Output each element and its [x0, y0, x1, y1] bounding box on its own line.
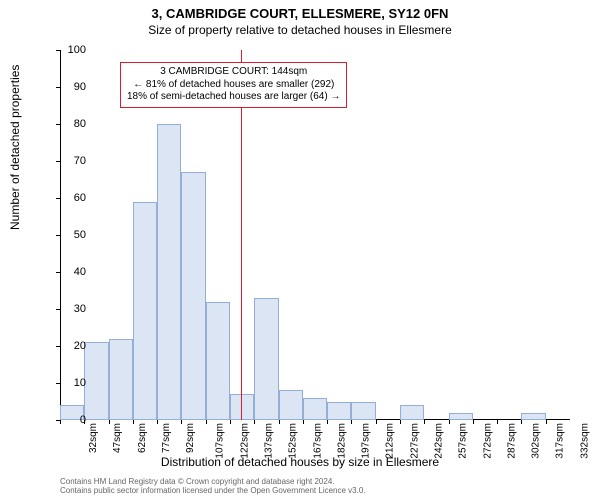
histogram-bar	[181, 172, 205, 420]
histogram-bar	[303, 398, 327, 420]
histogram-bar	[327, 402, 351, 421]
histogram-bar	[157, 124, 181, 420]
histogram-bar	[351, 402, 375, 421]
x-tick-mark	[449, 420, 450, 424]
histogram-bar	[449, 413, 473, 420]
x-tick-mark	[424, 420, 425, 424]
chart-container: 3, CAMBRIDGE COURT, ELLESMERE, SY12 0FN …	[0, 0, 600, 500]
x-tick-label: 167sqm	[312, 423, 323, 459]
x-tick-label: 197sqm	[361, 423, 372, 459]
y-tick-label: 20	[56, 340, 86, 352]
x-tick-label: 107sqm	[215, 423, 226, 459]
y-tick-label: 30	[56, 303, 86, 315]
x-tick-mark	[546, 420, 547, 424]
x-tick-mark	[400, 420, 401, 424]
x-tick-mark	[327, 420, 328, 424]
y-tick-mark	[56, 87, 60, 88]
y-tick-mark	[56, 346, 60, 347]
y-tick-mark	[56, 272, 60, 273]
footer-line2: Contains public sector information licen…	[60, 486, 366, 496]
chart-title-main: 3, CAMBRIDGE COURT, ELLESMERE, SY12 0FN	[0, 0, 600, 21]
x-tick-mark	[351, 420, 352, 424]
plot-area: 3 CAMBRIDGE COURT: 144sqm ← 81% of detac…	[60, 50, 570, 420]
x-tick-mark	[473, 420, 474, 424]
x-tick-label: 212sqm	[385, 423, 396, 459]
x-tick-mark	[230, 420, 231, 424]
histogram-bar	[109, 339, 133, 420]
footer-attribution: Contains HM Land Registry data © Crown c…	[60, 477, 366, 496]
x-tick-label: 242sqm	[434, 423, 445, 459]
x-tick-mark	[109, 420, 110, 424]
x-tick-label: 287sqm	[506, 423, 517, 459]
histogram-bar	[521, 413, 545, 420]
x-tick-mark	[181, 420, 182, 424]
x-tick-label: 317sqm	[555, 423, 566, 459]
x-tick-label: 152sqm	[288, 423, 299, 459]
y-tick-mark	[56, 198, 60, 199]
y-tick-label: 60	[56, 192, 86, 204]
x-tick-mark	[303, 420, 304, 424]
y-tick-mark	[56, 161, 60, 162]
y-tick-label: 70	[56, 155, 86, 167]
annotation-line3: 18% of semi-detached houses are larger (…	[127, 91, 340, 104]
x-tick-mark	[521, 420, 522, 424]
x-tick-label: 302sqm	[531, 423, 542, 459]
x-tick-mark	[376, 420, 377, 424]
y-tick-mark	[56, 235, 60, 236]
x-tick-label: 137sqm	[264, 423, 275, 459]
x-tick-label: 122sqm	[239, 423, 250, 459]
y-tick-label: 40	[56, 266, 86, 278]
y-tick-mark	[56, 383, 60, 384]
histogram-bar	[84, 342, 108, 420]
x-tick-label: 227sqm	[409, 423, 420, 459]
histogram-bar	[206, 302, 230, 420]
y-tick-mark	[56, 309, 60, 310]
x-tick-label: 77sqm	[161, 423, 172, 453]
x-tick-label: 182sqm	[336, 423, 347, 459]
x-tick-mark	[254, 420, 255, 424]
x-tick-label: 257sqm	[458, 423, 469, 459]
x-tick-label: 47sqm	[112, 423, 123, 453]
y-tick-label: 90	[56, 81, 86, 93]
y-axis-label: Number of detached properties	[8, 65, 22, 230]
x-tick-label: 272sqm	[482, 423, 493, 459]
x-tick-label: 62sqm	[137, 423, 148, 453]
histogram-bar	[254, 298, 278, 420]
histogram-bar	[279, 390, 303, 420]
y-tick-mark	[56, 50, 60, 51]
annotation-line2: ← 81% of detached houses are smaller (29…	[127, 79, 340, 92]
x-tick-mark	[206, 420, 207, 424]
footer-line1: Contains HM Land Registry data © Crown c…	[60, 477, 366, 487]
y-tick-label: 10	[56, 377, 86, 389]
x-tick-mark	[60, 420, 61, 424]
y-tick-mark	[56, 124, 60, 125]
y-tick-label: 50	[56, 229, 86, 241]
x-axis-label: Distribution of detached houses by size …	[0, 455, 600, 469]
x-tick-mark	[279, 420, 280, 424]
chart-title-sub: Size of property relative to detached ho…	[0, 21, 600, 37]
annotation-box: 3 CAMBRIDGE COURT: 144sqm ← 81% of detac…	[120, 62, 347, 108]
x-tick-mark	[157, 420, 158, 424]
y-tick-label: 100	[56, 44, 86, 56]
x-tick-mark	[133, 420, 134, 424]
annotation-line1: 3 CAMBRIDGE COURT: 144sqm	[127, 66, 340, 79]
y-tick-label: 80	[56, 118, 86, 130]
x-tick-mark	[497, 420, 498, 424]
x-tick-label: 92sqm	[185, 423, 196, 453]
x-tick-mark	[84, 420, 85, 424]
histogram-bar	[133, 202, 157, 420]
histogram-bar	[400, 405, 424, 420]
x-tick-label: 32sqm	[88, 423, 99, 453]
x-tick-label: 332sqm	[579, 423, 590, 459]
